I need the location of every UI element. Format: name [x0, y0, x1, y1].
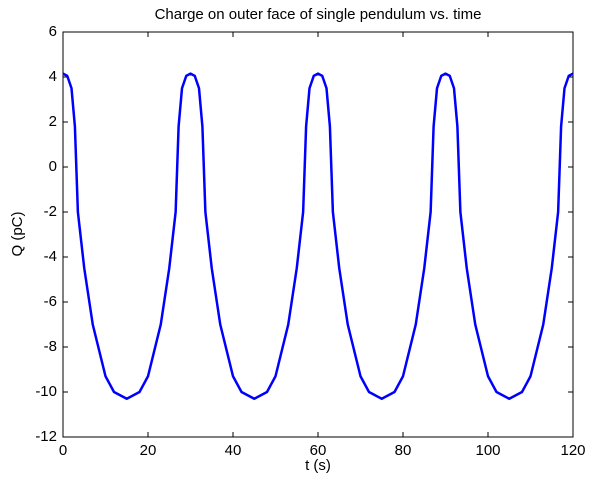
x-tick-label: 120 — [560, 442, 585, 459]
x-tick-label: 20 — [140, 442, 157, 459]
y-tick-label: -6 — [44, 293, 57, 310]
y-tick-label: 2 — [49, 113, 57, 130]
y-tick-label: -12 — [35, 428, 57, 445]
chart-title: Charge on outer face of single pendulum … — [155, 6, 482, 23]
x-axis-label: t (s) — [305, 457, 331, 474]
x-tick-label: 60 — [310, 442, 327, 459]
y-tick-label: -10 — [35, 383, 57, 400]
y-tick-label: 6 — [49, 23, 57, 40]
y-tick-label: 0 — [49, 158, 57, 175]
data-line — [62, 72, 574, 400]
x-tick-label: 80 — [395, 442, 412, 459]
y-tick-label: -8 — [44, 338, 57, 355]
y-tick-label: -2 — [44, 203, 57, 220]
y-axis-label: Q (pC) — [9, 211, 26, 256]
y-tick-label: -4 — [44, 248, 57, 265]
x-tick-label: 0 — [59, 442, 67, 459]
x-tick-label: 40 — [225, 442, 242, 459]
y-tick-label: 4 — [49, 68, 57, 85]
x-tick-label: 100 — [475, 442, 500, 459]
